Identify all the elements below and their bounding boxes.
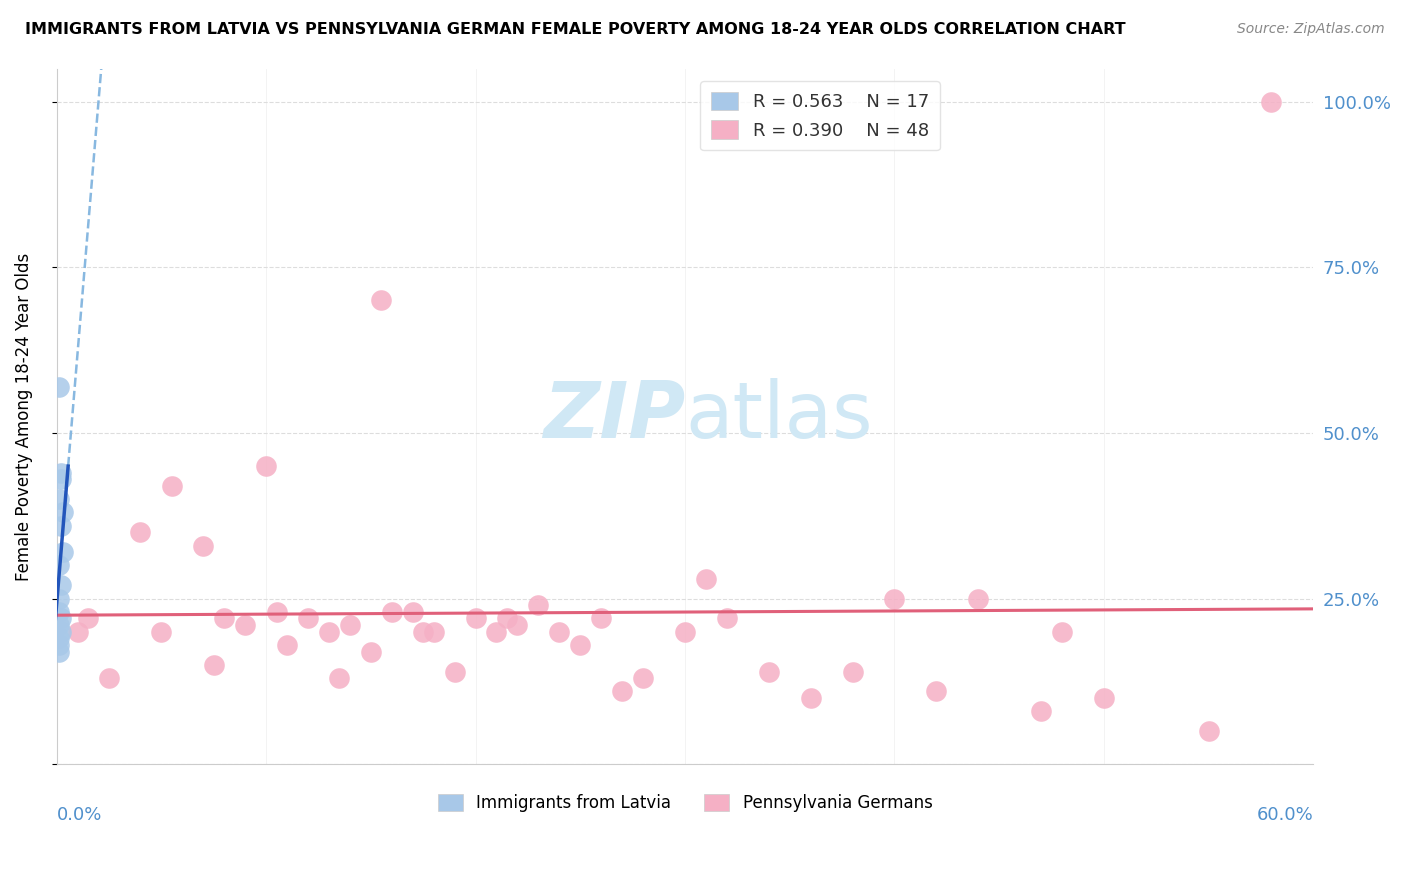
Point xyxy=(360,645,382,659)
Point xyxy=(800,691,823,706)
Point xyxy=(496,611,519,625)
Text: atlas: atlas xyxy=(685,378,873,454)
Point xyxy=(1029,704,1052,718)
Point xyxy=(48,638,70,652)
Point xyxy=(233,618,256,632)
Point xyxy=(591,611,613,625)
Point xyxy=(925,684,948,698)
Point xyxy=(841,665,863,679)
Point xyxy=(506,618,529,632)
Point xyxy=(381,605,404,619)
Legend: Immigrants from Latvia, Pennsylvania Germans: Immigrants from Latvia, Pennsylvania Ger… xyxy=(430,787,939,819)
Point xyxy=(52,545,75,559)
Point xyxy=(569,638,592,652)
Point xyxy=(77,611,100,625)
Point xyxy=(266,605,288,619)
Point xyxy=(254,459,277,474)
Text: IMMIGRANTS FROM LATVIA VS PENNSYLVANIA GERMAN FEMALE POVERTY AMONG 18-24 YEAR OL: IMMIGRANTS FROM LATVIA VS PENNSYLVANIA G… xyxy=(25,22,1126,37)
Point xyxy=(49,466,72,480)
Point xyxy=(202,657,225,672)
Point xyxy=(49,624,72,639)
Point xyxy=(328,671,350,685)
Point xyxy=(443,665,465,679)
Point xyxy=(631,671,654,685)
Point xyxy=(49,578,72,592)
Y-axis label: Female Poverty Among 18-24 Year Olds: Female Poverty Among 18-24 Year Olds xyxy=(15,252,32,581)
Point xyxy=(1198,724,1220,739)
Point xyxy=(402,605,425,619)
Point xyxy=(52,506,75,520)
Point xyxy=(49,518,72,533)
Point xyxy=(48,605,70,619)
Point xyxy=(318,624,340,639)
Point xyxy=(297,611,319,625)
Point xyxy=(695,572,717,586)
Text: ZIP: ZIP xyxy=(543,378,685,454)
Point xyxy=(967,591,990,606)
Point xyxy=(527,599,550,613)
Point xyxy=(48,591,70,606)
Point xyxy=(48,632,70,646)
Point xyxy=(422,624,444,639)
Point xyxy=(1050,624,1073,639)
Point xyxy=(1260,95,1282,109)
Point xyxy=(339,618,361,632)
Point xyxy=(48,618,70,632)
Point xyxy=(48,492,70,507)
Point xyxy=(370,293,392,308)
Point xyxy=(49,472,72,486)
Point xyxy=(129,525,152,540)
Point xyxy=(548,624,571,639)
Point xyxy=(883,591,905,606)
Point xyxy=(1092,691,1115,706)
Text: 60.0%: 60.0% xyxy=(1257,806,1313,824)
Point xyxy=(464,611,486,625)
Point xyxy=(49,611,72,625)
Point xyxy=(48,379,70,393)
Point xyxy=(485,624,508,639)
Point xyxy=(716,611,738,625)
Point xyxy=(412,624,434,639)
Point xyxy=(150,624,173,639)
Point xyxy=(48,558,70,573)
Text: 0.0%: 0.0% xyxy=(56,806,103,824)
Point xyxy=(610,684,633,698)
Point xyxy=(98,671,121,685)
Text: Source: ZipAtlas.com: Source: ZipAtlas.com xyxy=(1237,22,1385,37)
Point xyxy=(66,624,89,639)
Point xyxy=(758,665,780,679)
Point xyxy=(276,638,298,652)
Point xyxy=(48,645,70,659)
Point xyxy=(673,624,696,639)
Point xyxy=(212,611,235,625)
Point xyxy=(160,479,183,493)
Point xyxy=(193,539,215,553)
